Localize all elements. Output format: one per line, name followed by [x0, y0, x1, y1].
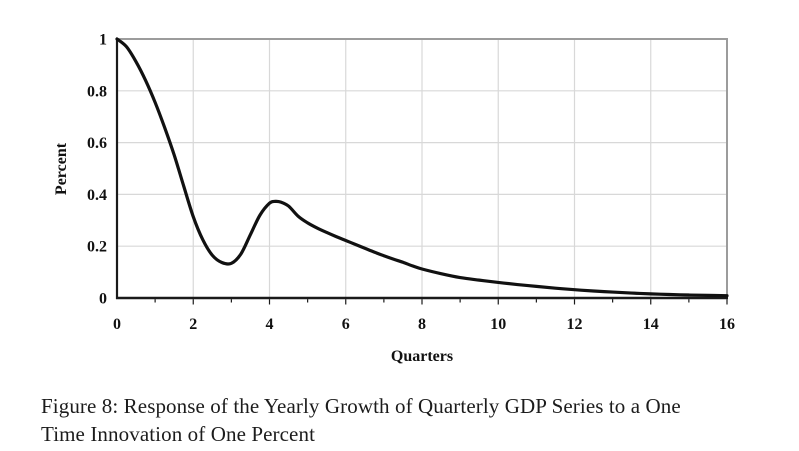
y-axis-title: Percent	[53, 142, 70, 195]
x-tick-label: 8	[418, 316, 426, 333]
x-tick-label: 2	[189, 316, 197, 333]
y-tick-label: 1	[99, 32, 107, 49]
x-tick-label: 10	[490, 316, 506, 333]
y-tick-label: 0	[99, 291, 107, 308]
y-tick-label: 0.4	[87, 187, 107, 204]
x-tick-label: 14	[643, 316, 659, 333]
y-tick-label: 0.6	[87, 135, 107, 152]
x-tick-label: 6	[342, 316, 350, 333]
figure-caption: Figure 8: Response of the Yearly Growth …	[41, 392, 781, 448]
x-tick-label: 12	[567, 316, 583, 333]
x-tick-label: 4	[266, 316, 274, 333]
y-tick-label: 0.2	[87, 239, 107, 256]
x-tick-label: 16	[719, 316, 735, 333]
figure-caption-line-2: Time Innovation of One Percent	[41, 422, 316, 446]
series-impulse-response	[115, 37, 729, 298]
x-axis-title: Quarters	[391, 348, 453, 365]
figure-caption-line-1: Figure 8: Response of the Yearly Growth …	[41, 394, 681, 418]
y-tick-label: 0.8	[87, 83, 107, 100]
x-tick-label: 0	[113, 316, 121, 333]
impulse-response-chart: 0 2 4 6 8 10 12 14 16 0 0.2 0.4 0.6 0.8 1 Quarters Perce…	[53, 32, 735, 366]
